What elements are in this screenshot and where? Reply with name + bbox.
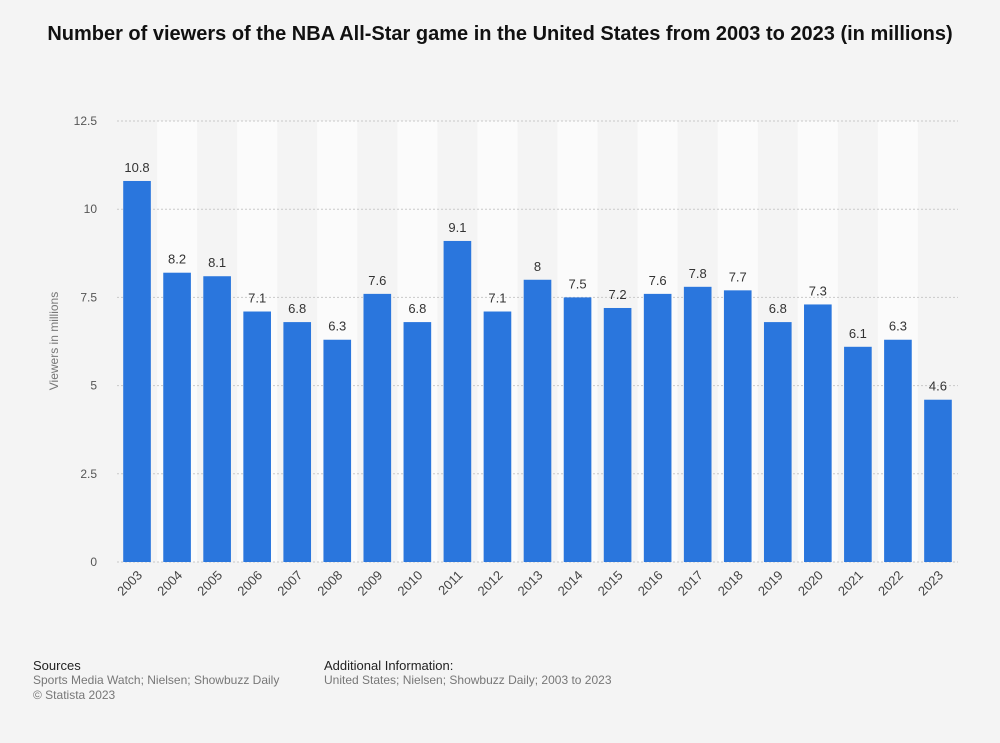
- sources-block: Sources Sports Media Watch; Nielsen; Sho…: [33, 658, 279, 703]
- bar-2019[interactable]: [763, 322, 792, 562]
- y-tick-label: 10: [84, 202, 98, 216]
- x-tick-label: 2017: [675, 568, 706, 599]
- bar-2010[interactable]: [403, 322, 432, 562]
- bar-2007[interactable]: [283, 322, 312, 562]
- value-label: 6.8: [769, 301, 787, 316]
- x-tick-label: 2015: [595, 568, 626, 599]
- value-label: 4.6: [929, 379, 947, 394]
- value-label: 7.6: [649, 273, 667, 288]
- additional-info-text: United States; Nielsen; Showbuzz Daily; …: [324, 673, 612, 687]
- value-label: 7.8: [689, 266, 707, 281]
- value-label: 7.1: [248, 291, 266, 306]
- y-tick-label: 12.5: [74, 114, 98, 128]
- x-tick-label: 2016: [635, 568, 666, 599]
- bar-2003[interactable]: [123, 180, 151, 562]
- additional-info-block: Additional Information: United States; N…: [324, 658, 612, 688]
- bar-2006[interactable]: [243, 311, 271, 562]
- y-tick-labels: 0 2.5 5 7.5 10 12.5: [74, 114, 98, 569]
- y-tick-label: 0: [90, 555, 97, 569]
- bar-2011[interactable]: [443, 240, 472, 562]
- bar-2017[interactable]: [683, 286, 712, 562]
- bar-2015[interactable]: [603, 307, 632, 562]
- value-label: 8.2: [168, 252, 186, 267]
- copyright-text: © Statista 2023: [33, 688, 116, 702]
- x-tick-label: 2021: [835, 568, 866, 599]
- bar-2004[interactable]: [163, 272, 191, 562]
- value-label: 7.6: [368, 273, 386, 288]
- x-tick-label: 2022: [875, 568, 906, 599]
- value-label: 6.3: [328, 319, 346, 334]
- y-tick-label: 5: [90, 379, 97, 393]
- x-tick-label: 2009: [354, 568, 385, 599]
- x-tick-label: 2008: [314, 568, 345, 599]
- value-label: 7.7: [729, 269, 747, 284]
- x-tick-label: 2007: [274, 568, 305, 599]
- x-tick-label: 2010: [394, 568, 425, 599]
- bar-2009[interactable]: [363, 293, 392, 562]
- x-tick-label: 2014: [555, 568, 586, 599]
- value-label: 7.3: [809, 283, 827, 298]
- bar-2023[interactable]: [924, 399, 952, 562]
- x-tick-label: 2005: [194, 568, 225, 599]
- sources-heading: Sources: [33, 658, 81, 673]
- additional-info-heading: Additional Information:: [324, 658, 454, 673]
- bar-2016[interactable]: [643, 293, 672, 562]
- bar-2013[interactable]: [523, 279, 552, 562]
- y-axis-label: Viewers in millions: [47, 292, 61, 390]
- value-label: 8: [534, 259, 541, 274]
- x-tick-label: 2019: [755, 568, 786, 599]
- bar-2008[interactable]: [323, 339, 352, 562]
- value-label: 6.3: [889, 319, 907, 334]
- value-label: 6.8: [288, 301, 306, 316]
- value-label: 10.8: [124, 160, 149, 175]
- x-tick-label: 2018: [715, 568, 746, 599]
- x-tick-label: 2006: [234, 568, 265, 599]
- x-tick-label: 2023: [915, 568, 946, 599]
- x-tick-label: 2003: [114, 568, 145, 599]
- bar-2014[interactable]: [563, 297, 592, 562]
- y-tick-label: 7.5: [80, 290, 97, 304]
- x-tick-labels: 2003 2004 2005 2006 2007 2008 2009 2010 2011 2012…: [114, 568, 946, 599]
- bars: [123, 180, 952, 562]
- x-tick-label: 2020: [795, 568, 826, 599]
- value-label: 6.1: [849, 326, 867, 341]
- value-label: 7.5: [569, 276, 587, 291]
- bar-2012[interactable]: [483, 311, 512, 562]
- value-label: 8.1: [208, 255, 226, 270]
- value-label: 9.1: [448, 220, 466, 235]
- x-tick-label: 2013: [515, 568, 546, 599]
- value-label: 7.1: [488, 291, 506, 306]
- x-tick-label: 2004: [154, 568, 185, 599]
- bar-2018[interactable]: [723, 290, 752, 562]
- bar-2022[interactable]: [884, 339, 912, 562]
- bar-2021[interactable]: [844, 346, 872, 562]
- value-labels: 10.8 8.2 8.1 7.1 6.8 6.3 7.6 6.8 9.1 7.1 8 7.5 7.2 7.…: [124, 160, 947, 394]
- value-label: 7.2: [609, 287, 627, 302]
- x-tick-label: 2012: [475, 568, 506, 599]
- chart-title: Number of viewers of the NBA All-Star ga…: [47, 23, 953, 45]
- sources-text: Sports Media Watch; Nielsen; Showbuzz Da…: [33, 673, 280, 687]
- bar-2005[interactable]: [203, 276, 231, 562]
- y-tick-label: 2.5: [80, 467, 97, 481]
- x-tick-label: 2011: [435, 568, 465, 598]
- value-label: 6.8: [408, 301, 426, 316]
- bar-2020[interactable]: [804, 304, 832, 562]
